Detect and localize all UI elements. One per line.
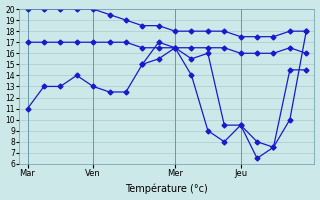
X-axis label: Température (°c): Température (°c)	[125, 184, 208, 194]
